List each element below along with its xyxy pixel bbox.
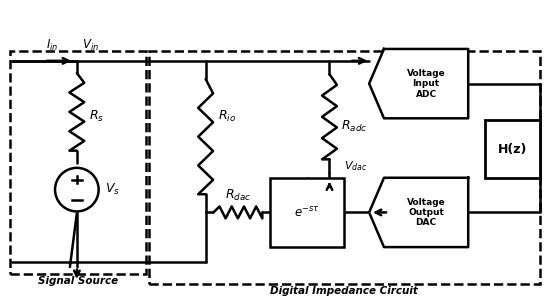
- Text: Voltage
Output
DAC: Voltage Output DAC: [406, 198, 446, 227]
- Text: $R_s$: $R_s$: [89, 109, 104, 124]
- Text: $R_{adc}$: $R_{adc}$: [342, 119, 367, 134]
- Text: Digital Impedance Circuit: Digital Impedance Circuit: [271, 286, 419, 296]
- Polygon shape: [369, 178, 468, 247]
- Text: Voltage
Input
ADC: Voltage Input ADC: [406, 69, 446, 98]
- Bar: [149, 51, 540, 284]
- Bar: [10, 51, 146, 274]
- Text: $R_{dac}$: $R_{dac}$: [225, 188, 251, 203]
- Text: $V_s$: $V_s$: [104, 182, 119, 197]
- Text: $R_{io}$: $R_{io}$: [218, 109, 235, 124]
- Text: $V_{in}$: $V_{in}$: [82, 38, 99, 53]
- Bar: [485, 120, 540, 178]
- Text: Signal Source: Signal Source: [39, 276, 118, 286]
- Text: H(z): H(z): [498, 143, 527, 156]
- Text: $V_{dac}$: $V_{dac}$: [344, 159, 367, 173]
- Text: $e^{-s\tau}$: $e^{-s\tau}$: [294, 205, 320, 220]
- Polygon shape: [369, 49, 468, 118]
- Text: $I_{in}$: $I_{in}$: [46, 38, 58, 53]
- Bar: [270, 178, 344, 247]
